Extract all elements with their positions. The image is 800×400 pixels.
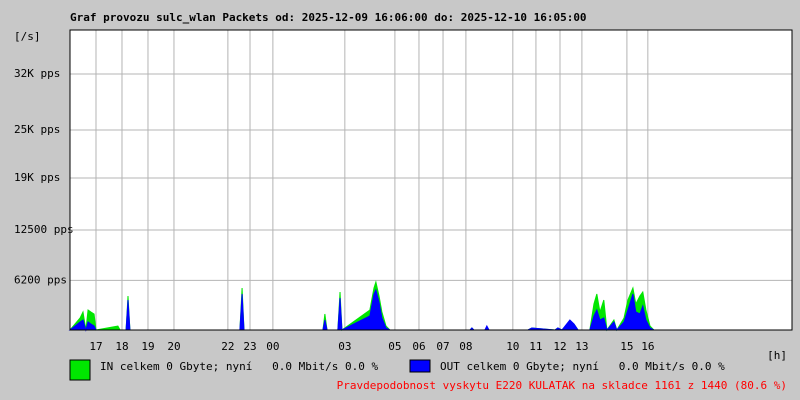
x-tick-label: 05	[388, 340, 401, 353]
note: Pravdepodobnost vyskytu E220 KULATAK na …	[337, 379, 787, 392]
x-tick-label: 22	[221, 340, 234, 353]
x-tick-label: 11	[529, 340, 542, 353]
x-tick-label: 16	[641, 340, 654, 353]
y-unit: [/s]	[14, 30, 41, 43]
y-tick-label: 12500 pps	[14, 223, 74, 236]
x-tick-label: 23	[243, 340, 256, 353]
x-tick-label: 13	[575, 340, 588, 353]
y-tick-label: 19K pps	[14, 171, 60, 184]
plot-border	[69, 29, 793, 331]
x-tick-label: 19	[141, 340, 154, 353]
x-tick-label: 06	[412, 340, 425, 353]
x-tick-label: 17	[89, 340, 102, 353]
y-tick-label: 6200 pps	[14, 273, 67, 286]
legend-label: IN celkem 0 Gbyte; nyní 0.0 Mbit/s 0.0 %	[100, 360, 379, 373]
x-tick-label: 20	[167, 340, 180, 353]
y-tick-label: 32K pps	[14, 67, 60, 80]
x-tick-label: 12	[553, 340, 566, 353]
x-tick-label: 10	[506, 340, 519, 353]
x-tick-label: 03	[338, 340, 351, 353]
x-tick-label: 08	[459, 340, 472, 353]
legend-label: OUT celkem 0 Gbyte; nyní 0.0 Mbit/s 0.0 …	[440, 360, 725, 373]
legend-swatch	[409, 359, 431, 373]
x-tick-label: 15	[620, 340, 633, 353]
chart-title: Graf provozu sulc_wlan Packets od: 2025-…	[70, 11, 587, 24]
x-unit: [h]	[767, 349, 787, 362]
legend-swatch	[69, 359, 91, 381]
x-tick-label: 18	[115, 340, 128, 353]
y-tick-label: 25K pps	[14, 123, 60, 136]
x-tick-label: 07	[436, 340, 449, 353]
plot-area	[69, 29, 793, 331]
x-tick-label: 00	[266, 340, 279, 353]
